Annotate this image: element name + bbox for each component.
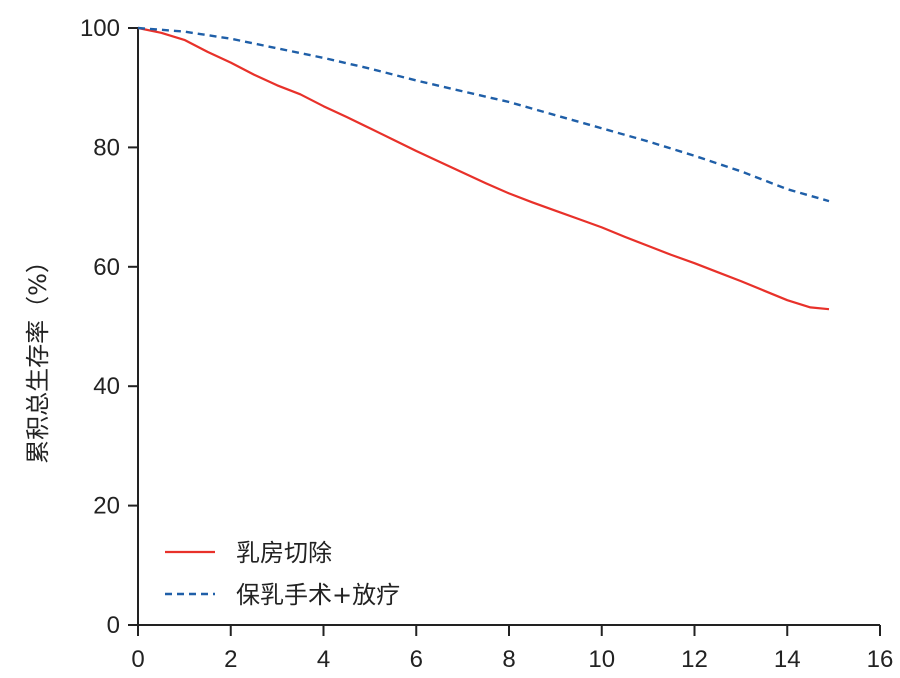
axes — [137, 28, 880, 626]
x-tick-label: 14 — [774, 646, 801, 673]
y-tick-label: 100 — [80, 15, 120, 42]
x-tick-label: 12 — [681, 646, 708, 673]
x-tick-label: 6 — [410, 646, 423, 673]
x-tick-label: 2 — [224, 646, 237, 673]
y-tick-label: 0 — [107, 612, 120, 639]
series-line-1 — [137, 26, 830, 311]
y-tick-label: 80 — [93, 134, 120, 161]
legend-label-1: 乳房切除 — [236, 539, 332, 567]
legend-label-2: 保乳手术+放疗 — [236, 581, 400, 609]
y-tick-label: 20 — [93, 493, 120, 520]
x-tick-label: 0 — [131, 646, 144, 673]
x-tick-label: 8 — [502, 646, 515, 673]
series-line-2 — [137, 26, 830, 203]
y-tick-label: 40 — [93, 373, 120, 400]
x-tick-label: 4 — [317, 646, 330, 673]
series-lines — [137, 26, 830, 311]
x-tick-label: 10 — [588, 646, 615, 673]
ticks: 0 20 40 60 80 100 0 2 4 6 8 10 12 14 16 — [80, 15, 893, 673]
y-axis-title: 累积总生存率（%） — [24, 249, 52, 464]
x-tick-label: 16 — [867, 646, 894, 673]
y-tick-label: 60 — [93, 254, 120, 281]
